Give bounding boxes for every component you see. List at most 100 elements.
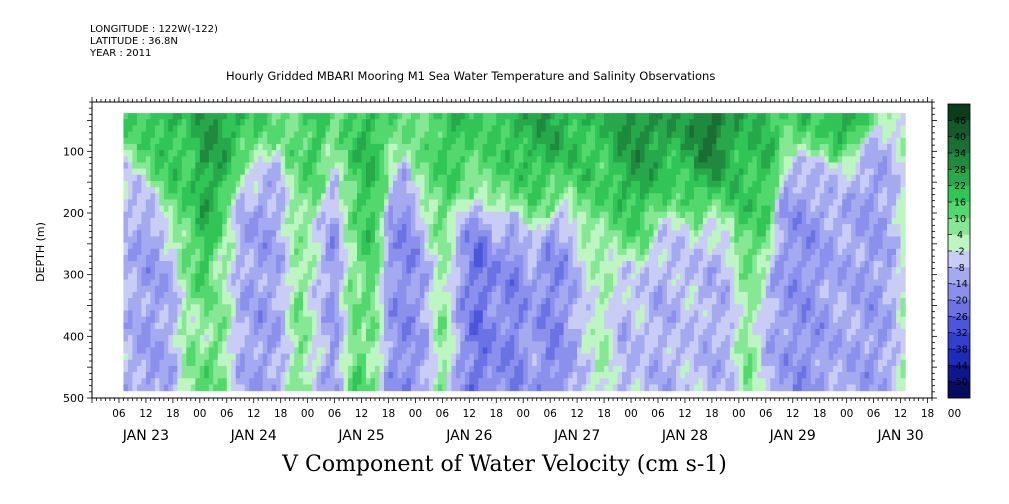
- heatmap-cell: [370, 143, 376, 151]
- heatmap-cell: [604, 365, 610, 373]
- heatmap-cell: [604, 279, 610, 287]
- heatmap-cell: [150, 143, 156, 151]
- heatmap-cell: [590, 328, 596, 336]
- heatmap-cell: [446, 150, 452, 157]
- heatmap-cell: [249, 304, 255, 312]
- heatmap-cell: [572, 378, 578, 386]
- heatmap-cell: [469, 113, 475, 120]
- heatmap-cell: [285, 248, 291, 256]
- heatmap-cell: [235, 347, 241, 355]
- heatmap-cell: [397, 242, 403, 250]
- heatmap-cell: [505, 137, 511, 145]
- heatmap-cell: [231, 328, 237, 336]
- heatmap-cell: [235, 372, 241, 379]
- heatmap-cell: [154, 168, 160, 176]
- heatmap-cell: [383, 378, 390, 386]
- heatmap-cell: [388, 199, 394, 207]
- heatmap-cell: [244, 341, 250, 349]
- heatmap-cell: [406, 199, 412, 207]
- heatmap-cell: [518, 353, 524, 361]
- heatmap-cell: [415, 156, 421, 164]
- heatmap-cell: [276, 193, 282, 201]
- heatmap-cell: [545, 365, 551, 373]
- heatmap-cell: [577, 378, 583, 386]
- heatmap-cell: [388, 310, 394, 318]
- heatmap-cell: [307, 174, 313, 182]
- heatmap-cell: [208, 353, 214, 361]
- heatmap-cell: [559, 125, 565, 133]
- heatmap-cell: [451, 298, 457, 305]
- heatmap-cell: [253, 131, 259, 139]
- heatmap-cell: [419, 150, 425, 157]
- heatmap-cell: [154, 180, 160, 188]
- heatmap-cell: [505, 230, 511, 238]
- heatmap-cell: [410, 291, 417, 299]
- heatmap-cell: [289, 236, 295, 244]
- heatmap-cell: [541, 378, 547, 386]
- heatmap-cell: [217, 384, 223, 392]
- heatmap-cell: [348, 205, 354, 213]
- heatmap-cell: [213, 180, 219, 188]
- heatmap-cell: [577, 279, 583, 287]
- heatmap-cell: [469, 310, 475, 318]
- heatmap-cell: [276, 273, 282, 281]
- heatmap-cell: [419, 310, 425, 318]
- heatmap-cell: [249, 168, 255, 176]
- heatmap-cell: [428, 119, 434, 127]
- heatmap-cell: [401, 291, 408, 299]
- heatmap-cell: [366, 310, 372, 318]
- heatmap-cell: [240, 174, 246, 182]
- heatmap-cell: [397, 131, 403, 139]
- heatmap-cell: [204, 199, 210, 207]
- heatmap-cell: [235, 353, 241, 361]
- heatmap-cell: [226, 119, 232, 127]
- heatmap-cell: [343, 365, 349, 373]
- heatmap-cell: [388, 347, 394, 355]
- heatmap-cell: [590, 242, 596, 250]
- heatmap-cell: [271, 310, 277, 318]
- heatmap-cell: [586, 119, 592, 127]
- heatmap-cell: [312, 261, 318, 268]
- heatmap-cell: [240, 248, 246, 256]
- heatmap-cell: [500, 211, 506, 219]
- heatmap-cell: [222, 347, 228, 355]
- heatmap-cell: [316, 180, 322, 188]
- heatmap-cell: [532, 137, 538, 145]
- heatmap-cell: [330, 224, 336, 231]
- heatmap-cell: [424, 174, 430, 182]
- heatmap-cell: [136, 131, 143, 139]
- heatmap-cell: [442, 347, 448, 355]
- heatmap-cell: [204, 193, 210, 201]
- heatmap-cell: [478, 267, 484, 275]
- heatmap-cell: [379, 353, 385, 361]
- heatmap-cell: [357, 242, 363, 250]
- heatmap-cell: [437, 353, 443, 361]
- heatmap-cell: [437, 365, 443, 373]
- heatmap-cell: [285, 378, 291, 386]
- heatmap-cell: [545, 378, 551, 386]
- heatmap-cell: [222, 328, 228, 336]
- heatmap-cell: [572, 304, 578, 312]
- heatmap-cell: [244, 273, 250, 281]
- heatmap-cell: [267, 150, 273, 157]
- heatmap-cell: [280, 304, 286, 312]
- heatmap-cell: [150, 316, 156, 324]
- heatmap-cell: [159, 310, 165, 318]
- heatmap-cell: [451, 156, 457, 164]
- heatmap-cell: [424, 131, 430, 139]
- heatmap-cell: [285, 267, 291, 275]
- heatmap-cell: [285, 273, 291, 281]
- heatmap-cell: [401, 261, 408, 268]
- heatmap-cell: [568, 113, 574, 120]
- heatmap-cell: [226, 347, 232, 355]
- heatmap-cell: [442, 125, 448, 133]
- heatmap-cell: [370, 273, 376, 281]
- heatmap-cell: [545, 236, 551, 244]
- heatmap-cell: [186, 168, 192, 176]
- heatmap-cell: [437, 199, 443, 207]
- heatmap-cell: [177, 180, 183, 188]
- heatmap-cell: [464, 187, 470, 194]
- heatmap-cell: [541, 279, 547, 287]
- heatmap-cell: [303, 372, 309, 379]
- heatmap-cell: [518, 248, 524, 256]
